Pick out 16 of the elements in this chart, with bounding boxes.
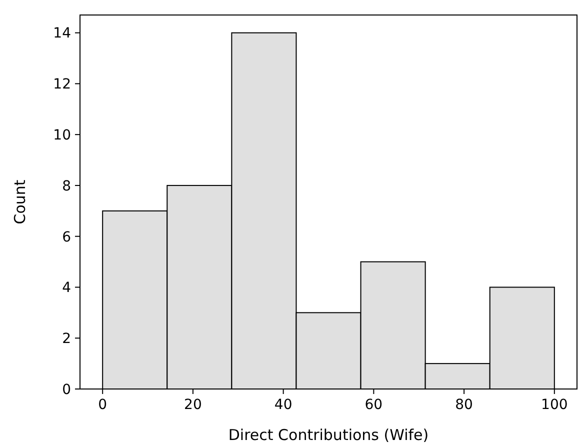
y-tick-label: 4 — [62, 280, 72, 296]
y-tick-label: 12 — [53, 76, 71, 93]
x-tick-label: 100 — [541, 397, 568, 413]
x-tick-label: 20 — [184, 397, 202, 413]
x-axis-title: Direct Contributions (Wife) — [228, 426, 429, 444]
y-tick-label: 14 — [53, 26, 72, 42]
x-tick-label: 80 — [455, 397, 473, 413]
x-tick-label: 60 — [364, 397, 383, 413]
x-tick-label: 40 — [274, 397, 292, 413]
y-axis-title: Count — [11, 180, 29, 224]
y-tick-label: 10 — [53, 127, 71, 144]
y-tick-label: 8 — [62, 178, 71, 194]
y-tick-label: 6 — [62, 229, 72, 246]
y-tick-label: 0 — [62, 382, 71, 398]
y-tick-label: 2 — [62, 331, 71, 348]
x-tick-label: 0 — [98, 397, 108, 413]
